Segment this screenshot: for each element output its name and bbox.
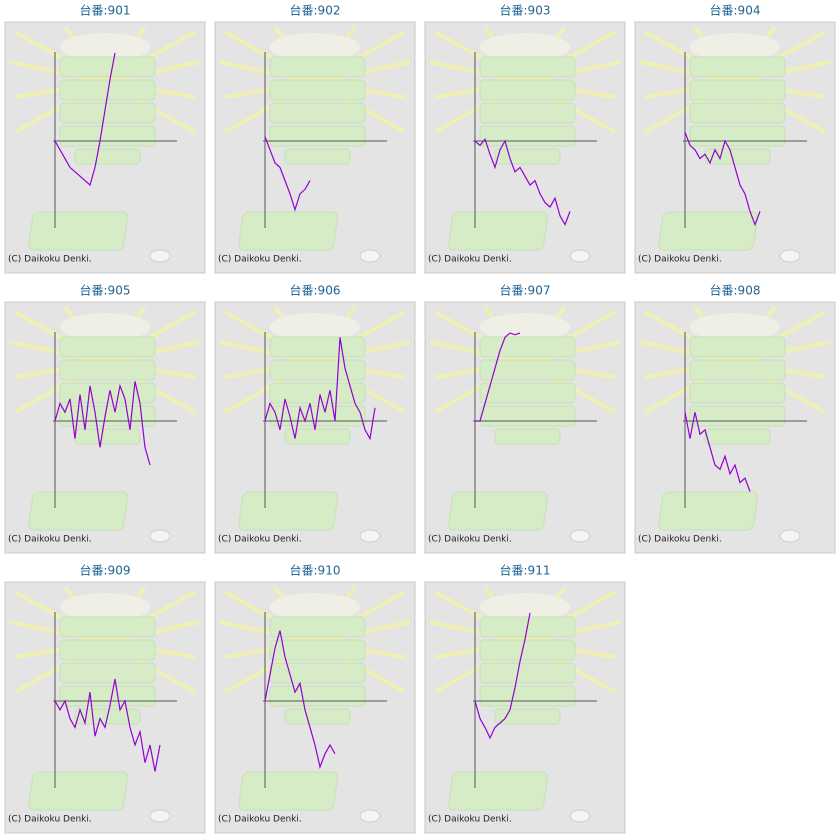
copyright: (C) Daikoku Denki.	[8, 815, 92, 825]
copyright: (C) Daikoku Denki.	[8, 535, 92, 545]
panel-background	[3, 20, 207, 275]
machine-panel: 台番:901 (C) Daikoku Denki.	[3, 3, 207, 275]
slump-line	[54, 381, 151, 466]
copyright: (C) Daikoku Denki.	[638, 255, 722, 265]
slump-line	[264, 337, 376, 441]
slump-line	[474, 612, 531, 740]
machine-title: 台番:908	[710, 283, 761, 298]
copyright: (C) Daikoku Denki.	[218, 535, 302, 545]
copyright: (C) Daikoku Denki.	[638, 535, 722, 545]
slump-line	[54, 52, 116, 187]
machine-title: 台番:907	[500, 283, 551, 298]
copyright: (C) Daikoku Denki.	[8, 255, 92, 265]
machine-title: 台番:906	[290, 283, 341, 298]
slump-line	[264, 136, 311, 212]
machine-title: 台番:904	[710, 3, 761, 18]
machine-panel: 台番:911 (C) Daikoku Denki.	[423, 563, 627, 835]
machine-title: 台番:905	[80, 283, 131, 298]
machine-title: 台番:910	[290, 563, 341, 578]
machine-panel: 台番:908 (C) Daikoku Denki.	[633, 283, 837, 555]
slump-line	[54, 678, 161, 772]
machine-panel: 台番:909 (C) Daikoku Denki.	[3, 563, 207, 835]
machine-panel: 台番:910 (C) Daikoku Denki.	[213, 563, 417, 835]
machine-panel: 台番:904 (C) Daikoku Denki.	[633, 3, 837, 275]
slump-line	[684, 412, 751, 492]
copyright: (C) Daikoku Denki.	[428, 255, 512, 265]
machine-title: 台番:902	[290, 3, 341, 18]
panel-background	[423, 20, 627, 275]
copyright: (C) Daikoku Denki.	[218, 255, 302, 265]
panel-background	[213, 580, 417, 835]
copyright: (C) Daikoku Denki.	[218, 815, 302, 825]
machine-panel: 台番:903 (C) Daikoku Denki.	[423, 3, 627, 275]
slump-line	[684, 131, 761, 227]
machine-title: 台番:901	[80, 3, 131, 18]
copyright: (C) Daikoku Denki.	[428, 535, 512, 545]
panel-background	[633, 300, 837, 555]
machine-title: 台番:903	[500, 3, 551, 18]
panel-background	[633, 20, 837, 275]
slump-line	[475, 332, 521, 422]
machine-panel: 台番:905 (C) Daikoku Denki.	[3, 283, 207, 555]
panel-background	[3, 300, 207, 555]
machine-title: 台番:909	[80, 563, 131, 578]
machine-panel: 台番:907 (C) Daikoku Denki.	[423, 283, 627, 555]
panel-background	[213, 20, 417, 275]
slump-line	[474, 138, 571, 227]
machine-panel: 台番:902 (C) Daikoku Denki.	[213, 3, 417, 275]
copyright: (C) Daikoku Denki.	[428, 815, 512, 825]
machine-panel: 台番:906 (C) Daikoku Denki.	[213, 283, 417, 555]
panel-background	[423, 300, 627, 555]
panel-background	[3, 580, 207, 835]
slump-line	[264, 630, 336, 770]
machine-title: 台番:911	[500, 563, 551, 578]
panel-background	[423, 580, 627, 835]
